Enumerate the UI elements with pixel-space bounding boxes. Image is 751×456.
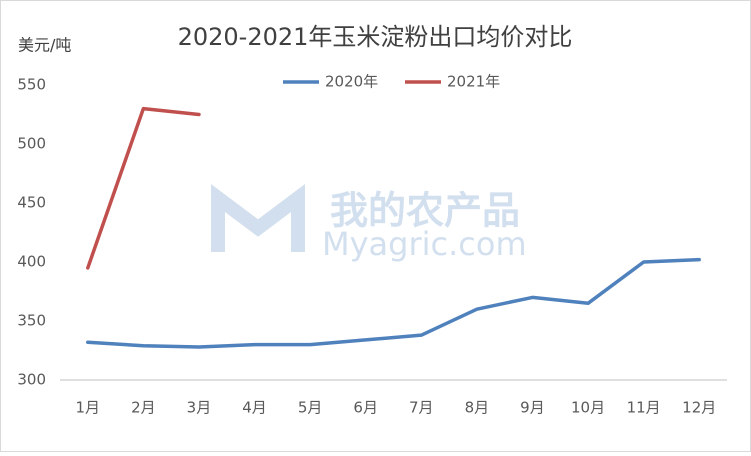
series-line: [86, 106, 201, 270]
legend-label: 2021年: [447, 73, 500, 91]
x-tick-label: 12月: [682, 399, 716, 417]
y-tick-label: 450: [17, 194, 46, 212]
x-tick-label: 10月: [571, 399, 605, 417]
chart-title: 2020-2021年玉米淀粉出口均价对比: [178, 23, 573, 51]
y-tick-label: 500: [17, 135, 46, 153]
x-tick-label: 3月: [187, 399, 212, 417]
x-tick-label: 8月: [465, 399, 490, 417]
watermark-logo: [211, 184, 305, 252]
x-tick-label: 5月: [298, 399, 323, 417]
y-axis-label: 美元/吨: [18, 36, 71, 55]
y-tick-label: 400: [17, 253, 46, 271]
x-tick-label: 1月: [76, 399, 101, 417]
legend-label: 2020年: [325, 73, 378, 91]
watermark-text: 我的农产品: [330, 189, 520, 233]
x-tick-label: 4月: [242, 399, 267, 417]
x-tick-label: 11月: [627, 399, 661, 417]
x-tick-label: 7月: [409, 399, 434, 417]
x-tick-label: 9月: [520, 399, 545, 417]
watermark: 我的农产品 Myagric.com: [211, 184, 527, 263]
x-tick-label: 6月: [353, 399, 378, 417]
series-line: [86, 257, 701, 349]
watermark-sub: Myagric.com: [322, 225, 527, 263]
y-tick-label: 550: [17, 76, 46, 94]
y-tick-label: 350: [17, 312, 46, 330]
x-tick-label: 2月: [131, 399, 156, 417]
y-tick-label: 300: [17, 371, 46, 389]
